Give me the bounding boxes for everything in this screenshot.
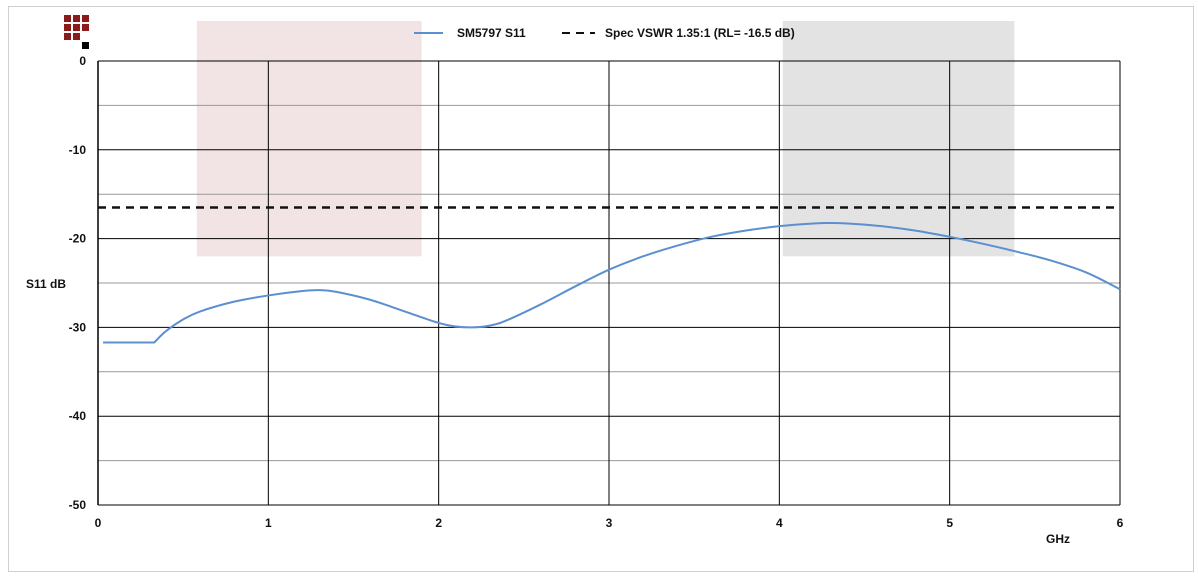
x-tick-label: 0 <box>95 516 102 530</box>
series-layer <box>98 206 1121 344</box>
y-axis-label: S11 dB <box>26 277 66 291</box>
s11-series-line <box>103 222 1121 344</box>
x-tick-labels: 0 1 2 3 4 5 6 <box>95 516 1124 530</box>
x-tick-label: 3 <box>606 516 613 530</box>
y-tick-label: -10 <box>69 143 87 157</box>
x-tick-label: 4 <box>776 516 783 530</box>
legend: SM5797 S11 Spec VSWR 1.35:1 (RL= -16.5 d… <box>414 26 795 40</box>
x-tick-label: 1 <box>265 516 272 530</box>
logo-square <box>64 24 71 31</box>
y-tick-labels: 0 -10 -20 -30 -40 -50 <box>69 54 87 512</box>
y-tick-label: 0 <box>79 54 86 68</box>
red-black-square-grid-logo-icon <box>64 15 89 49</box>
logo-square <box>64 15 71 22</box>
shaded-band-1 <box>196 21 422 257</box>
y-tick-label: -30 <box>69 320 87 334</box>
logo-square <box>64 33 71 40</box>
x-tick-label: 2 <box>435 516 442 530</box>
logo-square <box>73 24 80 31</box>
logo-square <box>73 15 80 22</box>
x-tick-label: 5 <box>946 516 953 530</box>
logo-square <box>82 24 89 31</box>
y-tick-label: -50 <box>69 498 87 512</box>
shaded-bands <box>196 21 1015 257</box>
x-tick-label: 6 <box>1117 516 1124 530</box>
y-tick-label: -40 <box>69 409 87 423</box>
logo-square <box>82 15 89 22</box>
x-axis-label: GHz <box>1046 532 1070 546</box>
shaded-band-2 <box>782 21 1015 257</box>
legend-s11-label: SM5797 S11 <box>457 26 526 40</box>
y-tick-label: -20 <box>69 232 87 246</box>
major-gridlines <box>97 60 1121 506</box>
logo-square <box>73 33 80 40</box>
logo-square <box>82 42 89 49</box>
legend-spec-label: Spec VSWR 1.35:1 (RL= -16.5 dB) <box>605 26 795 40</box>
